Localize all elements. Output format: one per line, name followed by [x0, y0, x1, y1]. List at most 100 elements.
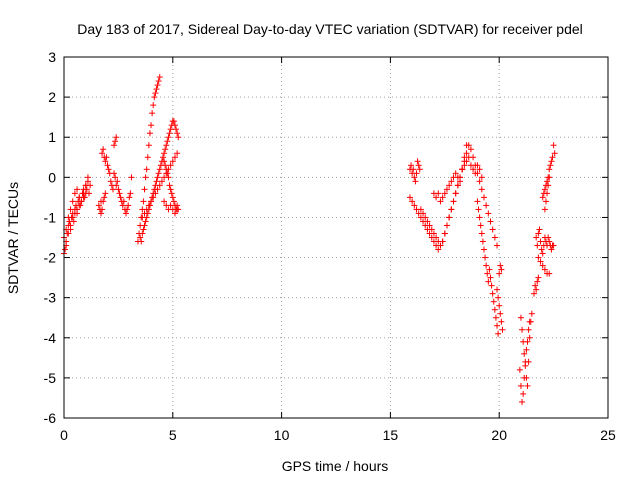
data-point	[489, 226, 496, 233]
data-point	[463, 158, 470, 165]
y-tick-label: 0	[48, 169, 56, 185]
y-tick-label: -4	[44, 330, 57, 346]
data-point	[517, 314, 524, 321]
data-point	[547, 162, 554, 169]
data-point	[171, 210, 178, 217]
data-point	[461, 162, 468, 169]
data-point	[95, 202, 102, 209]
data-point	[498, 318, 505, 325]
data-point	[452, 190, 459, 197]
data-point	[467, 162, 474, 169]
data-point	[112, 138, 119, 145]
data-point	[545, 234, 552, 241]
x-tick-label: 20	[491, 427, 507, 443]
data-point	[538, 246, 545, 253]
data-point	[62, 246, 69, 253]
data-point	[102, 190, 109, 197]
data-point	[82, 182, 89, 189]
data-point	[150, 194, 157, 201]
data-point	[100, 198, 107, 205]
data-point	[154, 186, 161, 193]
data-point	[546, 270, 553, 277]
y-tick-label: -3	[44, 290, 57, 306]
data-point	[148, 122, 155, 129]
data-point	[488, 282, 495, 289]
data-point	[82, 190, 89, 197]
data-point	[103, 154, 110, 161]
data-point	[70, 218, 77, 225]
data-point	[424, 218, 431, 225]
data-point	[155, 170, 162, 177]
data-point	[550, 242, 557, 249]
data-point	[476, 166, 483, 173]
data-point	[105, 166, 112, 173]
data-point	[496, 302, 503, 309]
data-point	[84, 174, 91, 181]
data-point	[542, 198, 549, 205]
data-point	[498, 266, 505, 273]
data-point	[139, 214, 146, 221]
data-point	[65, 230, 72, 237]
data-point	[491, 306, 498, 313]
data-point	[526, 334, 533, 341]
data-point	[482, 254, 489, 261]
data-point	[141, 186, 148, 193]
data-point	[519, 326, 526, 333]
data-point	[446, 182, 453, 189]
data-point	[144, 154, 151, 161]
data-point	[492, 314, 499, 321]
data-point	[164, 138, 171, 145]
data-point	[140, 198, 147, 205]
data-point	[486, 266, 493, 273]
data-point	[463, 150, 470, 157]
grid-layer	[64, 57, 608, 418]
data-point	[539, 194, 546, 201]
data-point	[539, 250, 546, 257]
data-point	[536, 226, 543, 233]
data-point	[499, 326, 506, 333]
y-tick-label: 2	[48, 89, 56, 105]
data-point	[435, 246, 442, 253]
x-tick-label: 0	[60, 427, 68, 443]
data-point	[74, 206, 81, 213]
data-point	[156, 166, 163, 173]
data-point	[414, 158, 421, 165]
data-point	[102, 158, 109, 165]
data-point	[521, 350, 528, 357]
data-point	[113, 182, 120, 189]
data-point	[476, 214, 483, 221]
data-point	[441, 190, 448, 197]
data-point	[467, 146, 474, 153]
data-point	[551, 150, 558, 157]
data-point	[167, 126, 174, 133]
data-point	[476, 178, 483, 185]
data-point	[148, 198, 155, 205]
data-point	[550, 142, 557, 149]
data-point	[140, 226, 147, 233]
data-point	[116, 190, 123, 197]
data-point	[474, 162, 481, 169]
data-point	[111, 170, 118, 177]
data-point	[145, 202, 152, 209]
data-point	[143, 206, 150, 213]
y-tick-label: 3	[48, 49, 56, 65]
data-point	[520, 390, 527, 397]
data-point	[494, 242, 501, 249]
data-point	[78, 198, 85, 205]
chart-title: Day 183 of 2017, Sidereal Day-to-day VTE…	[77, 21, 583, 37]
data-point	[497, 262, 504, 269]
data-point	[175, 134, 182, 141]
data-point	[472, 170, 479, 177]
data-point	[525, 326, 532, 333]
data-point	[112, 174, 119, 181]
data-point	[149, 110, 156, 117]
data-point	[450, 198, 457, 205]
data-point	[153, 178, 160, 185]
data-point	[411, 174, 418, 181]
data-point	[137, 234, 144, 241]
data-point	[151, 94, 158, 101]
data-point	[152, 90, 159, 97]
data-point	[532, 282, 539, 289]
data-point	[470, 166, 477, 173]
